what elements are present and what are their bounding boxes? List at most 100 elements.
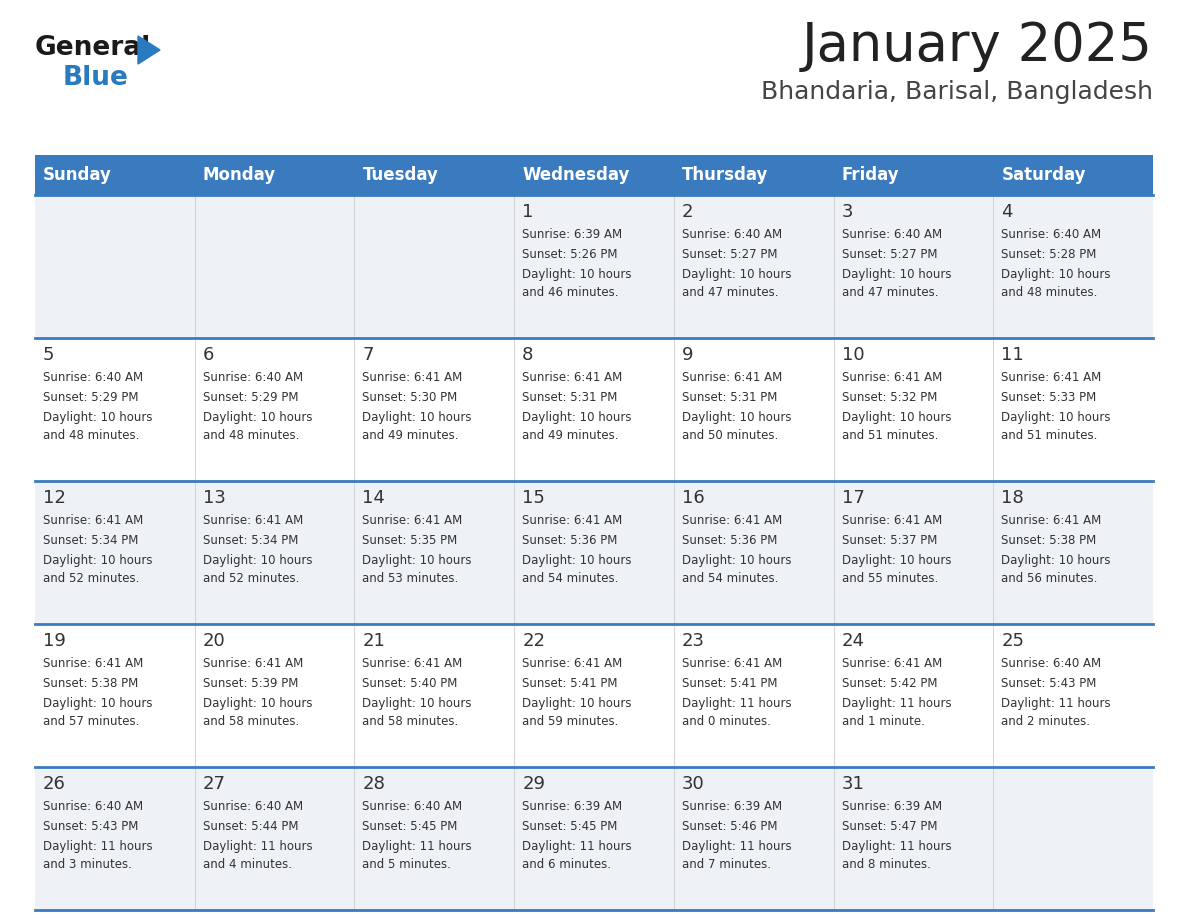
Text: Sunset: 5:45 PM: Sunset: 5:45 PM <box>362 820 457 833</box>
Text: 1: 1 <box>523 203 533 221</box>
Text: and 49 minutes.: and 49 minutes. <box>523 429 619 442</box>
Text: Sunrise: 6:41 AM: Sunrise: 6:41 AM <box>841 514 942 527</box>
Text: and 0 minutes.: and 0 minutes. <box>682 715 771 728</box>
Text: Sunset: 5:43 PM: Sunset: 5:43 PM <box>1001 677 1097 690</box>
Text: Daylight: 10 hours: Daylight: 10 hours <box>43 411 152 424</box>
Text: Sunset: 5:41 PM: Sunset: 5:41 PM <box>523 677 618 690</box>
Text: Friday: Friday <box>841 166 899 184</box>
Text: and 59 minutes.: and 59 minutes. <box>523 715 619 728</box>
Text: Sunset: 5:38 PM: Sunset: 5:38 PM <box>1001 534 1097 547</box>
Text: Daylight: 10 hours: Daylight: 10 hours <box>43 697 152 710</box>
Text: and 51 minutes.: and 51 minutes. <box>1001 429 1098 442</box>
Text: 10: 10 <box>841 346 864 364</box>
Text: and 6 minutes.: and 6 minutes. <box>523 858 611 871</box>
Text: 8: 8 <box>523 346 533 364</box>
Text: January 2025: January 2025 <box>802 20 1154 72</box>
Text: and 52 minutes.: and 52 minutes. <box>203 572 299 585</box>
Text: Monday: Monday <box>203 166 276 184</box>
Text: 29: 29 <box>523 775 545 793</box>
Bar <box>34 481 1154 624</box>
Polygon shape <box>138 36 160 64</box>
Text: Sunrise: 6:40 AM: Sunrise: 6:40 AM <box>43 800 143 813</box>
Text: and 46 minutes.: and 46 minutes. <box>523 286 619 299</box>
Bar <box>34 155 1154 195</box>
Text: and 3 minutes.: and 3 minutes. <box>43 858 132 871</box>
Text: General: General <box>34 35 151 61</box>
Text: Daylight: 10 hours: Daylight: 10 hours <box>841 268 952 281</box>
Text: Sunrise: 6:41 AM: Sunrise: 6:41 AM <box>362 371 462 384</box>
Text: Daylight: 10 hours: Daylight: 10 hours <box>523 268 632 281</box>
Text: 3: 3 <box>841 203 853 221</box>
Bar <box>34 195 1154 338</box>
Text: Sunset: 5:32 PM: Sunset: 5:32 PM <box>841 391 937 404</box>
Text: 9: 9 <box>682 346 694 364</box>
Text: Sunset: 5:34 PM: Sunset: 5:34 PM <box>43 534 138 547</box>
Text: 16: 16 <box>682 489 704 507</box>
Text: Daylight: 10 hours: Daylight: 10 hours <box>1001 554 1111 567</box>
Text: Sunrise: 6:41 AM: Sunrise: 6:41 AM <box>203 657 303 670</box>
Text: and 48 minutes.: and 48 minutes. <box>1001 286 1098 299</box>
Text: Daylight: 10 hours: Daylight: 10 hours <box>523 554 632 567</box>
Text: Daylight: 10 hours: Daylight: 10 hours <box>682 268 791 281</box>
Text: Daylight: 10 hours: Daylight: 10 hours <box>523 697 632 710</box>
Text: Sunrise: 6:41 AM: Sunrise: 6:41 AM <box>682 657 782 670</box>
Text: Daylight: 11 hours: Daylight: 11 hours <box>1001 697 1111 710</box>
Bar <box>34 624 1154 767</box>
Text: Sunset: 5:27 PM: Sunset: 5:27 PM <box>682 248 777 261</box>
Text: Thursday: Thursday <box>682 166 769 184</box>
Text: 15: 15 <box>523 489 545 507</box>
Text: Sunset: 5:36 PM: Sunset: 5:36 PM <box>682 534 777 547</box>
Text: Sunrise: 6:40 AM: Sunrise: 6:40 AM <box>682 228 782 241</box>
Text: Sunrise: 6:41 AM: Sunrise: 6:41 AM <box>523 657 623 670</box>
Text: Daylight: 10 hours: Daylight: 10 hours <box>682 411 791 424</box>
Text: 21: 21 <box>362 632 385 650</box>
Text: Sunset: 5:36 PM: Sunset: 5:36 PM <box>523 534 618 547</box>
Text: Sunrise: 6:40 AM: Sunrise: 6:40 AM <box>362 800 462 813</box>
Text: and 55 minutes.: and 55 minutes. <box>841 572 937 585</box>
Text: and 56 minutes.: and 56 minutes. <box>1001 572 1098 585</box>
Text: 26: 26 <box>43 775 65 793</box>
Text: Daylight: 10 hours: Daylight: 10 hours <box>1001 268 1111 281</box>
Text: and 53 minutes.: and 53 minutes. <box>362 572 459 585</box>
Text: Sunrise: 6:41 AM: Sunrise: 6:41 AM <box>682 514 782 527</box>
Text: Daylight: 11 hours: Daylight: 11 hours <box>841 697 952 710</box>
Text: Sunrise: 6:39 AM: Sunrise: 6:39 AM <box>523 228 623 241</box>
Text: Tuesday: Tuesday <box>362 166 438 184</box>
Text: Sunset: 5:28 PM: Sunset: 5:28 PM <box>1001 248 1097 261</box>
Text: Daylight: 10 hours: Daylight: 10 hours <box>841 411 952 424</box>
Text: Sunrise: 6:40 AM: Sunrise: 6:40 AM <box>43 371 143 384</box>
Text: and 4 minutes.: and 4 minutes. <box>203 858 292 871</box>
Text: Daylight: 10 hours: Daylight: 10 hours <box>362 411 472 424</box>
Text: Sunrise: 6:40 AM: Sunrise: 6:40 AM <box>203 800 303 813</box>
Text: and 58 minutes.: and 58 minutes. <box>362 715 459 728</box>
Text: 4: 4 <box>1001 203 1013 221</box>
Text: Sunset: 5:44 PM: Sunset: 5:44 PM <box>203 820 298 833</box>
Text: 13: 13 <box>203 489 226 507</box>
Text: Wednesday: Wednesday <box>523 166 630 184</box>
Text: and 48 minutes.: and 48 minutes. <box>43 429 139 442</box>
Text: Sunrise: 6:41 AM: Sunrise: 6:41 AM <box>203 514 303 527</box>
Text: and 57 minutes.: and 57 minutes. <box>43 715 139 728</box>
Text: Sunset: 5:30 PM: Sunset: 5:30 PM <box>362 391 457 404</box>
Text: Sunrise: 6:41 AM: Sunrise: 6:41 AM <box>43 657 144 670</box>
Text: Sunset: 5:31 PM: Sunset: 5:31 PM <box>523 391 618 404</box>
Text: 7: 7 <box>362 346 374 364</box>
Text: 11: 11 <box>1001 346 1024 364</box>
Text: Sunset: 5:39 PM: Sunset: 5:39 PM <box>203 677 298 690</box>
Text: Sunrise: 6:40 AM: Sunrise: 6:40 AM <box>203 371 303 384</box>
Text: 5: 5 <box>43 346 55 364</box>
Text: Daylight: 10 hours: Daylight: 10 hours <box>43 554 152 567</box>
Text: Daylight: 11 hours: Daylight: 11 hours <box>362 840 472 853</box>
Text: Daylight: 10 hours: Daylight: 10 hours <box>682 554 791 567</box>
Text: and 51 minutes.: and 51 minutes. <box>841 429 939 442</box>
Text: Sunrise: 6:41 AM: Sunrise: 6:41 AM <box>362 514 462 527</box>
Text: Sunset: 5:29 PM: Sunset: 5:29 PM <box>203 391 298 404</box>
Text: Sunset: 5:43 PM: Sunset: 5:43 PM <box>43 820 138 833</box>
Text: Sunset: 5:34 PM: Sunset: 5:34 PM <box>203 534 298 547</box>
Text: Sunrise: 6:41 AM: Sunrise: 6:41 AM <box>841 371 942 384</box>
Text: Sunrise: 6:41 AM: Sunrise: 6:41 AM <box>1001 371 1101 384</box>
Text: Sunset: 5:29 PM: Sunset: 5:29 PM <box>43 391 139 404</box>
Text: 19: 19 <box>43 632 65 650</box>
Text: Daylight: 11 hours: Daylight: 11 hours <box>682 840 791 853</box>
Text: 6: 6 <box>203 346 214 364</box>
